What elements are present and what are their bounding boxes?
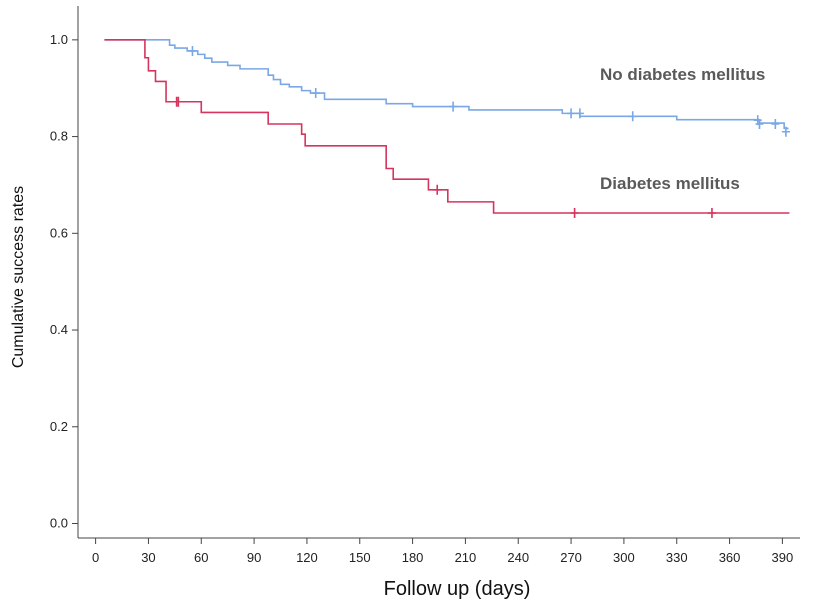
y-tick-label: 0.0 xyxy=(50,515,68,530)
x-tick-label: 60 xyxy=(194,550,208,565)
x-tick-label: 30 xyxy=(141,550,155,565)
x-tick-label: 390 xyxy=(772,550,794,565)
x-tick-label: 0 xyxy=(92,550,99,565)
x-tick-label: 120 xyxy=(296,550,318,565)
legend-no-diabetes-label: No diabetes mellitus xyxy=(600,65,765,84)
censor-mark-no-diabetes xyxy=(628,111,637,122)
x-tick-label: 300 xyxy=(613,550,635,565)
censor-mark-no-diabetes xyxy=(755,119,764,130)
x-tick-label: 210 xyxy=(455,550,477,565)
legend-diabetes-label: Diabetes mellitus xyxy=(600,174,740,193)
y-axis-title: Cumulative success rates xyxy=(10,186,27,368)
y-tick-label: 0.8 xyxy=(50,129,68,144)
censor-mark-diabetes xyxy=(433,184,442,195)
censor-mark-no-diabetes xyxy=(311,88,320,99)
censor-mark-no-diabetes xyxy=(567,108,576,119)
y-tick-label: 0.6 xyxy=(50,225,68,240)
series-layer xyxy=(104,39,790,218)
x-tick-label: 270 xyxy=(560,550,582,565)
censor-mark-no-diabetes xyxy=(575,108,584,119)
series-no-diabetes-line xyxy=(104,39,789,130)
censor-mark-diabetes xyxy=(570,207,579,218)
y-tick-label: 0.2 xyxy=(50,419,68,434)
y-tick-label: 0.4 xyxy=(50,322,68,337)
x-tick-label: 150 xyxy=(349,550,371,565)
axes: 0 30 60 90 120 150 180 210 240 270 300 330 360 390 0.0… xyxy=(50,6,800,565)
censor-mark-no-diabetes xyxy=(771,119,780,130)
x-tick-label: 90 xyxy=(247,550,261,565)
censor-mark-diabetes xyxy=(174,96,183,107)
censor-mark-no-diabetes xyxy=(188,45,197,56)
x-tick-label: 330 xyxy=(666,550,688,565)
x-tick-label: 240 xyxy=(507,550,529,565)
censor-mark-no-diabetes xyxy=(781,126,790,137)
x-tick-label: 360 xyxy=(719,550,741,565)
censor-mark-no-diabetes xyxy=(449,101,458,112)
x-axis-title: Follow up (days) xyxy=(384,578,531,600)
x-tick-label: 180 xyxy=(402,550,424,565)
y-tick-label: 1.0 xyxy=(50,32,68,47)
censor-mark-diabetes xyxy=(707,207,716,218)
